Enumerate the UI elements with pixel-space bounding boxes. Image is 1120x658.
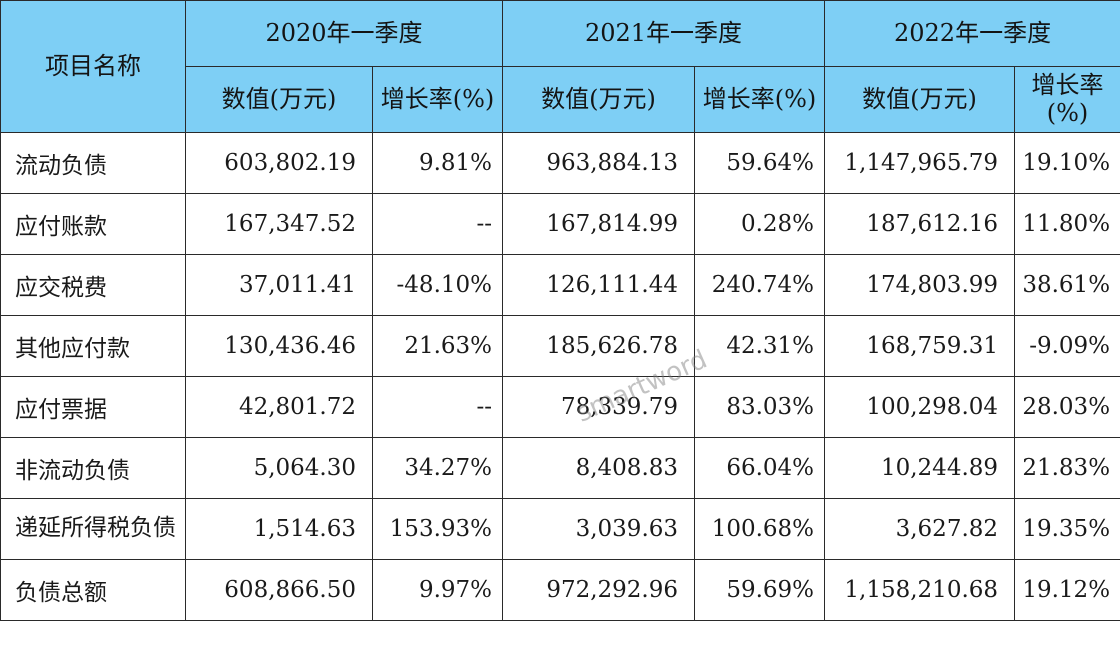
header-value-2020: 数值(万元) [185, 66, 373, 133]
cell-value-2022: 1,158,210.68 [824, 559, 1016, 621]
table-row: 应付票据 42,801.72 -- 78,339.79 83.03% 100,2… [0, 376, 1120, 438]
cell-value-2020: 37,011.41 [185, 254, 373, 316]
table-row: 其他应付款 130,436.46 21.63% 185,626.78 42.31… [0, 315, 1120, 377]
cell-value-2022: 3,627.82 [824, 498, 1016, 560]
cell-growth-2022: 21.83% [1014, 437, 1120, 499]
row-label: 其他应付款 [0, 315, 186, 377]
cell-growth-2022: 19.35% [1014, 498, 1120, 560]
cell-value-2021: 185,626.78 [502, 315, 696, 377]
header-period-2022: 2022年一季度 [824, 0, 1120, 67]
table-row: 递延所得税负债 1,514.63 153.93% 3,039.63 100.68… [0, 498, 1120, 560]
cell-value-2020: 608,866.50 [185, 559, 373, 621]
cell-growth-2021: 59.64% [694, 132, 826, 194]
row-label: 非流动负债 [0, 437, 186, 499]
cell-value-2021: 78,339.79 [502, 376, 696, 438]
cell-growth-2022: 28.03% [1014, 376, 1120, 438]
cell-growth-2020: 9.97% [371, 559, 504, 621]
cell-growth-2021: 240.74% [694, 254, 826, 316]
cell-value-2021: 126,111.44 [502, 254, 696, 316]
row-label: 应交税费 [0, 254, 186, 316]
cell-growth-2020: 34.27% [371, 437, 504, 499]
cell-value-2021: 3,039.63 [502, 498, 696, 560]
row-label: 应付票据 [0, 376, 186, 438]
header-growth-2020: 增长率(%) [371, 66, 504, 133]
header-item-name: 项目名称 [0, 0, 186, 133]
cell-growth-2021: 0.28% [694, 193, 826, 255]
cell-growth-2021: 100.68% [694, 498, 826, 560]
cell-value-2020: 42,801.72 [185, 376, 373, 438]
row-label: 流动负债 [0, 132, 186, 194]
cell-growth-2022: 38.61% [1014, 254, 1120, 316]
header-period-2021: 2021年一季度 [502, 0, 826, 67]
cell-value-2022: 10,244.89 [824, 437, 1016, 499]
cell-value-2022: 187,612.16 [824, 193, 1016, 255]
cell-value-2022: 174,803.99 [824, 254, 1016, 316]
cell-growth-2021: 66.04% [694, 437, 826, 499]
row-label: 递延所得税负债 [0, 498, 186, 560]
cell-value-2021: 972,292.96 [502, 559, 696, 621]
cell-value-2020: 167,347.52 [185, 193, 373, 255]
header-period-2020: 2020年一季度 [184, 0, 504, 67]
table-row: 流动负债 603,802.19 9.81% 963,884.13 59.64% … [0, 132, 1120, 194]
cell-growth-2021: 42.31% [694, 315, 826, 377]
cell-value-2021: 167,814.99 [502, 193, 696, 255]
cell-growth-2022: -9.09% [1014, 315, 1120, 377]
header-growth-2022: 增长率(%) [1014, 66, 1120, 133]
table-row: 应付账款 167,347.52 -- 167,814.99 0.28% 187,… [0, 193, 1120, 255]
cell-growth-2021: 83.03% [694, 376, 826, 438]
cell-growth-2020: 9.81% [371, 132, 504, 194]
cell-value-2020: 5,064.30 [185, 437, 373, 499]
cell-growth-2021: 59.69% [694, 559, 826, 621]
cell-value-2020: 603,802.19 [185, 132, 373, 194]
cell-value-2022: 100,298.04 [824, 376, 1016, 438]
liabilities-table: 项目名称 2020年一季度 2021年一季度 2022年一季度 数值(万元) 增… [0, 0, 1120, 621]
cell-growth-2020: -48.10% [371, 254, 504, 316]
header-growth-2021: 增长率(%) [694, 66, 826, 133]
cell-value-2022: 1,147,965.79 [824, 132, 1016, 194]
cell-growth-2020: 153.93% [371, 498, 504, 560]
header-value-2022: 数值(万元) [824, 66, 1016, 133]
cell-growth-2020: -- [371, 376, 504, 438]
table-row: 负债总额 608,866.50 9.97% 972,292.96 59.69% … [0, 559, 1120, 621]
header-value-2021: 数值(万元) [502, 66, 696, 133]
cell-value-2021: 963,884.13 [502, 132, 696, 194]
cell-growth-2020: -- [371, 193, 504, 255]
cell-value-2020: 1,514.63 [185, 498, 373, 560]
cell-growth-2020: 21.63% [371, 315, 504, 377]
cell-growth-2022: 11.80% [1014, 193, 1120, 255]
cell-growth-2022: 19.12% [1014, 559, 1120, 621]
cell-value-2021: 8,408.83 [502, 437, 696, 499]
cell-value-2022: 168,759.31 [824, 315, 1016, 377]
row-label: 负债总额 [0, 559, 186, 621]
table-row: 非流动负债 5,064.30 34.27% 8,408.83 66.04% 10… [0, 437, 1120, 499]
cell-value-2020: 130,436.46 [185, 315, 373, 377]
table-row: 应交税费 37,011.41 -48.10% 126,111.44 240.74… [0, 254, 1120, 316]
cell-growth-2022: 19.10% [1014, 132, 1120, 194]
row-label: 应付账款 [0, 193, 186, 255]
